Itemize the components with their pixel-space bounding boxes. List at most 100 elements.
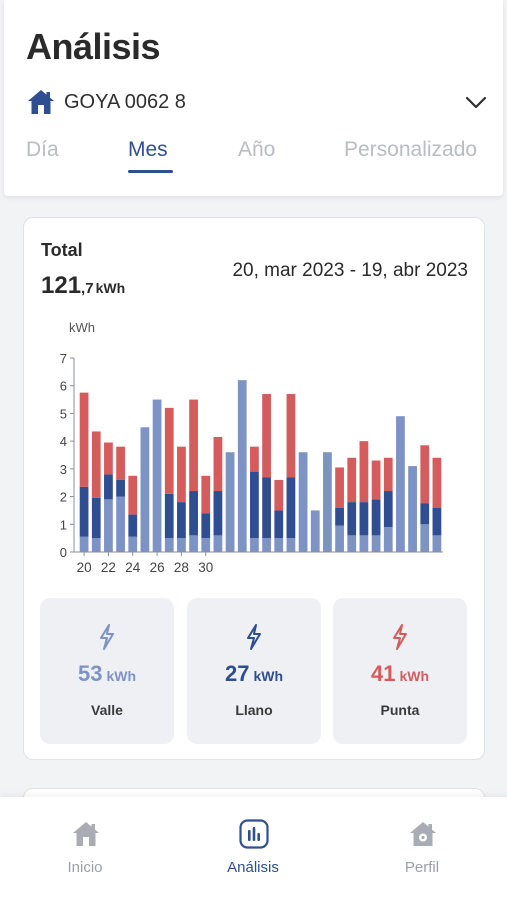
bar-punta-21[interactable] xyxy=(91,431,101,498)
bar-valle-05[interactable] xyxy=(262,538,271,552)
bar-llano-18[interactable] xyxy=(420,503,430,525)
bar-punta-11[interactable] xyxy=(335,467,344,508)
bar-llano-11[interactable] xyxy=(335,507,344,526)
nav-inicio[interactable]: Inicio xyxy=(25,819,145,889)
bar-valle-03[interactable] xyxy=(237,380,247,552)
bar-llano-30[interactable] xyxy=(201,513,211,539)
bar-valle-17[interactable] xyxy=(408,466,417,552)
bar-valle-15[interactable] xyxy=(383,527,393,552)
bar-punta-29[interactable] xyxy=(189,399,198,492)
bar-valle-29[interactable] xyxy=(189,535,198,552)
stat-punta[interactable]: 41 kWh Punta xyxy=(333,598,467,744)
bar-llano-05[interactable] xyxy=(262,477,271,539)
bar-valle-16[interactable] xyxy=(396,416,405,552)
bar-valle-30[interactable] xyxy=(201,538,211,552)
bar-valle-21[interactable] xyxy=(91,538,101,552)
bar-valle-06[interactable] xyxy=(274,538,284,552)
nav-perfil[interactable]: Perfil xyxy=(362,819,482,889)
stat-unit: kWh xyxy=(399,668,430,684)
y-tick-label: 7 xyxy=(60,351,67,366)
bar-llano-13[interactable] xyxy=(359,502,369,536)
bar-llano-07[interactable] xyxy=(286,477,296,539)
y-tick-label: 5 xyxy=(60,406,67,421)
tab-mes[interactable]: Mes xyxy=(128,138,168,161)
nav-analisis[interactable]: Análisis xyxy=(193,819,313,889)
bar-punta-06[interactable] xyxy=(274,479,284,511)
bar-punta-27[interactable] xyxy=(164,407,174,494)
bar-llano-06[interactable] xyxy=(274,510,284,539)
bar-punta-30[interactable] xyxy=(201,475,211,514)
supply-selector[interactable]: GOYA 0062 8 xyxy=(26,84,496,120)
bar-valle-08[interactable] xyxy=(298,452,308,552)
bar-llano-21[interactable] xyxy=(91,497,101,539)
bar-llano-19[interactable] xyxy=(432,507,442,536)
bar-valle-25[interactable] xyxy=(140,427,150,552)
stat-unit: kWh xyxy=(106,668,137,684)
bar-punta-01[interactable] xyxy=(213,436,223,492)
total-unit: kWh xyxy=(95,280,126,296)
analysis-icon xyxy=(239,819,269,849)
bar-valle-12[interactable] xyxy=(347,535,357,552)
total-integer: 121 xyxy=(41,272,82,299)
bar-punta-24[interactable] xyxy=(128,475,138,515)
bar-llano-12[interactable] xyxy=(347,502,357,536)
bar-valle-09[interactable] xyxy=(310,510,320,552)
bar-llano-28[interactable] xyxy=(177,502,186,539)
stat-label: Llano xyxy=(235,702,273,718)
bar-llano-01[interactable] xyxy=(213,491,223,536)
bar-punta-23[interactable] xyxy=(116,446,125,480)
bar-valle-26[interactable] xyxy=(152,399,162,552)
bar-valle-19[interactable] xyxy=(432,535,442,552)
stat-value: 53 kWh xyxy=(40,661,174,687)
chevron-down-icon[interactable] xyxy=(464,90,488,114)
bar-llano-24[interactable] xyxy=(128,514,138,537)
bar-valle-20[interactable] xyxy=(79,536,89,552)
bar-valle-11[interactable] xyxy=(335,525,344,552)
bar-punta-13[interactable] xyxy=(359,441,369,503)
bar-valle-04[interactable] xyxy=(250,538,259,552)
bar-llano-23[interactable] xyxy=(116,479,125,497)
bar-llano-29[interactable] xyxy=(189,491,198,536)
tab-dia[interactable]: Día xyxy=(26,138,59,161)
stat-number: 27 xyxy=(224,661,250,686)
bar-punta-28[interactable] xyxy=(177,446,186,503)
bar-valle-02[interactable] xyxy=(225,452,235,552)
stat-number: 41 xyxy=(370,661,396,686)
bar-punta-20[interactable] xyxy=(79,392,89,487)
bar-valle-24[interactable] xyxy=(128,536,138,552)
bar-llano-14[interactable] xyxy=(371,499,381,536)
bar-valle-28[interactable] xyxy=(177,538,186,552)
bar-punta-14[interactable] xyxy=(371,460,381,500)
x-tick-label: 26 xyxy=(150,560,165,575)
bar-valle-13[interactable] xyxy=(359,535,369,552)
bar-punta-18[interactable] xyxy=(420,445,430,504)
tab-personalizado[interactable]: Personalizado xyxy=(344,138,478,161)
bar-valle-10[interactable] xyxy=(323,452,332,552)
bar-punta-19[interactable] xyxy=(432,457,442,508)
bar-punta-12[interactable] xyxy=(347,457,357,503)
stat-label: Punta xyxy=(380,702,420,718)
bar-valle-22[interactable] xyxy=(104,499,113,552)
bar-valle-23[interactable] xyxy=(116,496,125,552)
bar-llano-04[interactable] xyxy=(250,471,259,539)
bar-llano-27[interactable] xyxy=(164,493,174,539)
bar-punta-07[interactable] xyxy=(286,394,296,478)
bar-punta-05[interactable] xyxy=(262,394,271,478)
bar-valle-27[interactable] xyxy=(164,538,174,552)
tab-ano[interactable]: Año xyxy=(238,138,276,161)
bar-llano-15[interactable] xyxy=(383,491,393,528)
consumption-bar-chart: kWh 0 1 2 3 4 5 6 7 20 22 24 26 28 30 xyxy=(60,320,443,575)
bar-llano-22[interactable] xyxy=(104,474,113,500)
bar-punta-15[interactable] xyxy=(383,457,393,492)
bar-valle-14[interactable] xyxy=(371,535,381,552)
stat-valle[interactable]: 53 kWh Valle xyxy=(40,598,174,744)
bar-punta-04[interactable] xyxy=(250,446,259,472)
bar-valle-18[interactable] xyxy=(420,524,430,552)
stat-llano[interactable]: 27 kWh Llano xyxy=(187,598,321,744)
bar-valle-01[interactable] xyxy=(213,535,223,552)
bar-llano-20[interactable] xyxy=(79,486,89,537)
bar-punta-22[interactable] xyxy=(104,442,113,475)
bolt-icon xyxy=(393,624,407,650)
header: Análisis GOYA 0062 8 Día Mes Año Persona… xyxy=(4,0,503,196)
bar-valle-07[interactable] xyxy=(286,538,296,552)
